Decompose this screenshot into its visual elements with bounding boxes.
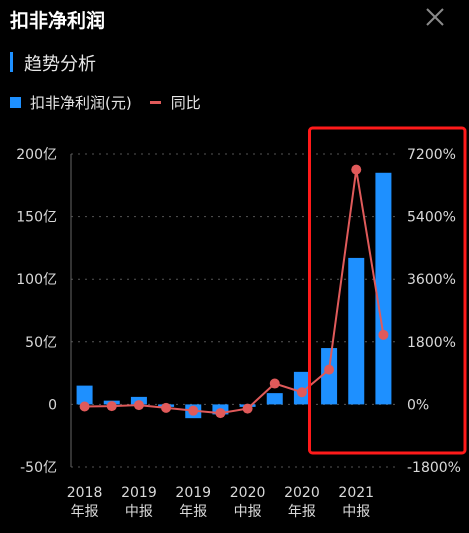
left-tick-label: -50亿: [20, 460, 57, 476]
yoy-point: [324, 364, 335, 375]
legend-bar-label: 扣非净利润(元): [30, 93, 132, 112]
legend-line-label: 同比: [170, 93, 201, 112]
yoy-point: [351, 164, 362, 175]
x-tick-year: 2020: [284, 485, 320, 501]
yoy-point: [269, 378, 280, 389]
bar: [76, 385, 93, 405]
x-tick-period: 中报: [125, 504, 153, 520]
section-accent-bar: [10, 52, 13, 72]
x-tick-year: 2019: [175, 485, 211, 501]
page-title: 扣非净利润: [10, 10, 106, 32]
x-tick-year: 2019: [121, 485, 157, 501]
x-tick-period: 中报: [234, 504, 262, 520]
legend-line-swatch: [149, 100, 161, 104]
section-title: 趋势分析: [24, 54, 96, 75]
yoy-point: [79, 401, 90, 412]
yoy-point: [296, 387, 307, 398]
yoy-point: [188, 405, 199, 416]
left-tick-label: 150亿: [16, 210, 57, 226]
close-icon[interactable]: [424, 6, 446, 28]
left-tick-label: 50亿: [25, 335, 57, 351]
bar: [375, 172, 392, 405]
yoy-point: [106, 401, 117, 412]
bar: [321, 348, 338, 405]
x-tick-period: 年报: [288, 504, 316, 520]
bar: [266, 393, 283, 405]
yoy-point: [215, 408, 226, 419]
chart-legend: 扣非净利润(元) 同比: [10, 92, 201, 112]
left-tick-label: 100亿: [16, 272, 57, 288]
right-tick-label: 1800%: [407, 335, 456, 351]
yoy-point: [242, 403, 253, 414]
right-tick-label: 3600%: [407, 272, 456, 288]
x-tick-period: 年报: [71, 504, 99, 520]
yoy-point: [378, 329, 389, 340]
x-tick-year: 2018: [67, 485, 103, 501]
x-tick-period: 年报: [179, 504, 207, 520]
yoy-point: [133, 400, 144, 411]
highlight-box: [308, 126, 467, 455]
bar: [348, 257, 365, 405]
x-tick-period: 中报: [342, 504, 370, 520]
x-tick-year: 2020: [230, 485, 266, 501]
right-tick-label: 5400%: [407, 210, 456, 226]
right-tick-label: 0%: [407, 397, 429, 413]
yoy-line: [84, 169, 385, 415]
legend-bar-swatch: [10, 96, 21, 108]
right-tick-label: -1800%: [407, 460, 461, 476]
x-tick-year: 2021: [338, 485, 374, 501]
left-tick-label: 200亿: [16, 147, 57, 163]
yoy-point: [161, 402, 172, 413]
right-tick-label: 7200%: [407, 147, 456, 163]
left-tick-label: 0: [48, 397, 57, 413]
